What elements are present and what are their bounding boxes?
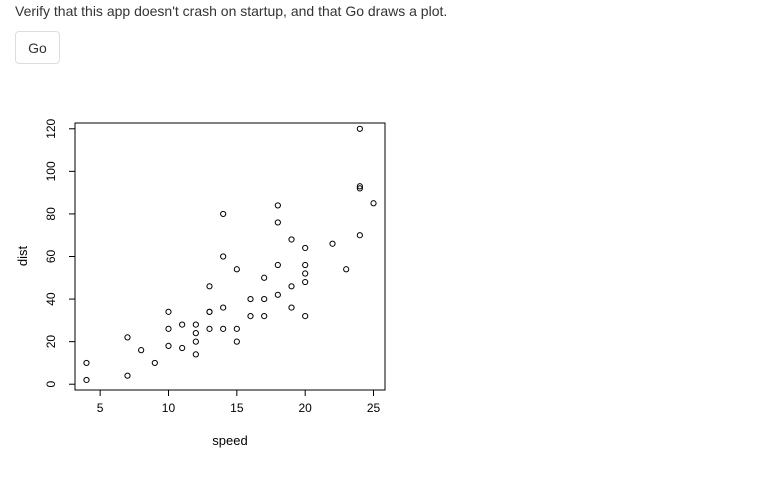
- y-tick-label: 100: [44, 161, 58, 181]
- data-point: [302, 312, 309, 320]
- data-point: [247, 295, 254, 303]
- y-tick-label: 80: [44, 207, 58, 221]
- data-point: [261, 312, 268, 320]
- data-point: [356, 232, 363, 239]
- x-tick-label: 20: [298, 401, 312, 415]
- data-point: [151, 359, 158, 367]
- scatter-plot: 5 10 15 20 25 0 20 40 60 80 100 120 speed dist: [15, 118, 386, 448]
- plot-output: 5 10 15 20 25 0 20 40 60 80 100 120 speed dist: [0, 105, 400, 475]
- data-points: [83, 125, 377, 384]
- data-point: [356, 185, 363, 192]
- x-tick-label: 5: [97, 401, 104, 415]
- data-point: [179, 344, 186, 352]
- data-point: [192, 330, 199, 337]
- data-point: [302, 261, 309, 269]
- data-point: [247, 312, 254, 320]
- x-axis-label: speed: [212, 433, 247, 448]
- y-tick-label: 40: [44, 292, 58, 306]
- data-point: [356, 125, 363, 132]
- data-point: [274, 219, 281, 226]
- data-point: [83, 376, 90, 384]
- data-point: [288, 304, 295, 311]
- data-point: [192, 338, 199, 345]
- data-point: [206, 325, 213, 332]
- data-point: [220, 304, 227, 311]
- y-tick-label: 20: [44, 335, 58, 349]
- data-point: [302, 270, 309, 277]
- data-point: [370, 200, 377, 207]
- x-axis: 5 10 15 20 25: [97, 390, 381, 415]
- data-point: [220, 210, 227, 218]
- data-point: [206, 308, 213, 315]
- data-point: [261, 274, 268, 281]
- data-point: [124, 334, 131, 341]
- data-point: [302, 244, 309, 252]
- data-point: [124, 372, 131, 379]
- data-point: [206, 283, 213, 290]
- data-point: [274, 291, 281, 298]
- data-point: [329, 240, 336, 247]
- data-point: [343, 266, 350, 273]
- data-point: [138, 347, 145, 354]
- data-point: [83, 359, 90, 367]
- data-point: [233, 266, 240, 273]
- data-point: [165, 342, 172, 349]
- data-point: [302, 278, 309, 286]
- data-point: [261, 295, 268, 303]
- y-tick-label: 60: [44, 250, 58, 264]
- instructions-text: Verify that this app doesn't crash on st…: [15, 3, 448, 19]
- data-point: [356, 183, 363, 190]
- data-point: [233, 325, 240, 332]
- data-point: [165, 308, 172, 315]
- data-point: [233, 338, 240, 345]
- go-button[interactable]: Go: [15, 31, 60, 64]
- x-tick-label: 15: [230, 401, 244, 415]
- data-point: [192, 321, 199, 328]
- data-point: [288, 236, 295, 243]
- data-point: [288, 283, 295, 290]
- data-point: [274, 261, 281, 269]
- data-point: [179, 321, 186, 328]
- plot-box: [74, 122, 386, 391]
- y-axis: 0 20 40 60 80 100 120: [44, 118, 75, 388]
- x-tick-label: 25: [367, 401, 381, 415]
- y-tick-label: 120: [44, 118, 58, 138]
- y-tick-label: 0: [44, 381, 58, 388]
- y-axis-label: dist: [15, 245, 30, 266]
- data-point: [165, 325, 172, 332]
- data-point: [220, 325, 227, 332]
- data-point: [274, 202, 281, 209]
- data-point: [192, 351, 199, 358]
- x-tick-label: 10: [162, 401, 176, 415]
- data-point: [220, 253, 227, 260]
